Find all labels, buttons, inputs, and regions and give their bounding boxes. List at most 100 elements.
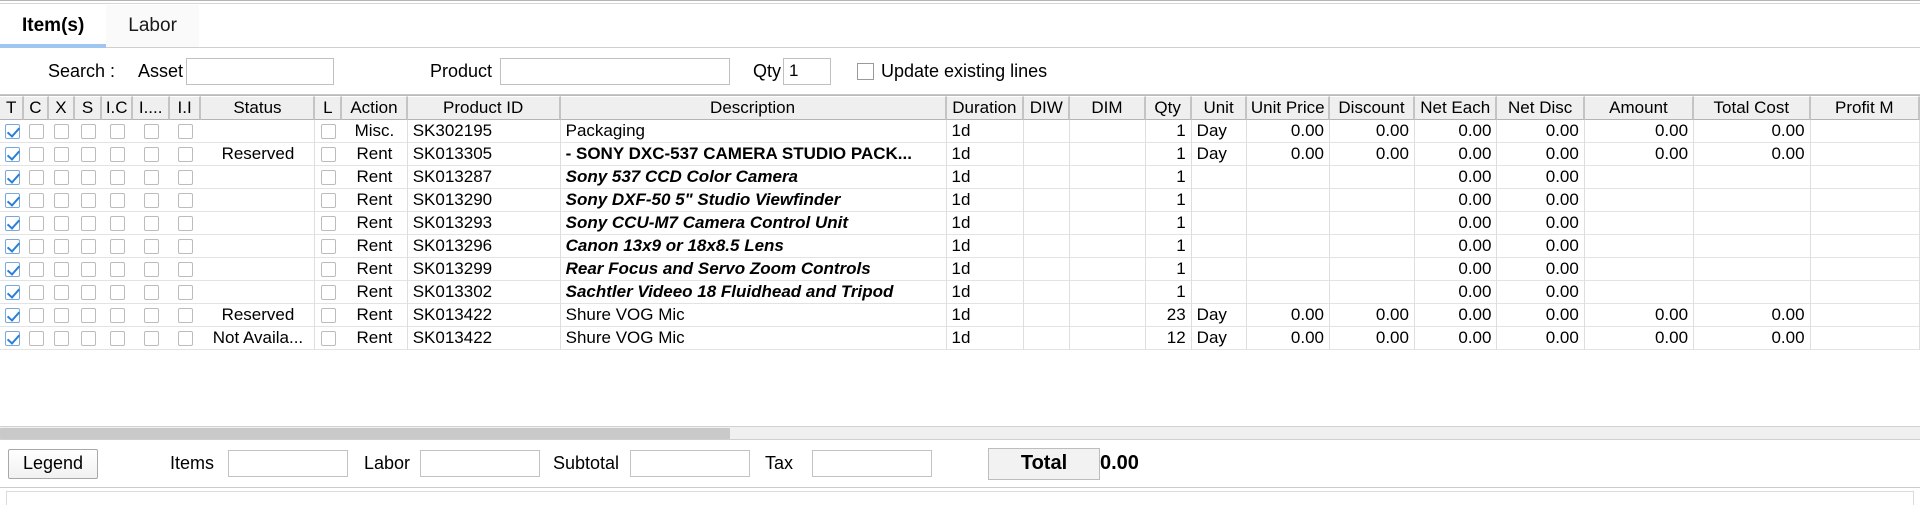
row-checkbox-ii[interactable] [178, 262, 194, 278]
row-checkbox-ic[interactable] [110, 193, 126, 209]
cell-description[interactable]: Sony DXF-50 5" Studio Viewfinder [560, 189, 947, 212]
cell-discount[interactable]: 0.00 [1330, 327, 1415, 350]
cell-unit-price[interactable]: 0.00 [1247, 327, 1330, 350]
cell-diw[interactable] [1024, 327, 1071, 350]
cell-unit[interactable] [1191, 235, 1248, 258]
row-checkbox-cell-ii[interactable] [169, 235, 202, 258]
cell-diw[interactable] [1024, 212, 1071, 235]
cell-diw[interactable] [1024, 281, 1071, 304]
row-checkbox-cell-x[interactable] [48, 120, 76, 143]
col-header-unit-price[interactable]: Unit Price [1247, 96, 1330, 120]
row-checkbox-cell-ii[interactable] [169, 212, 202, 235]
qty-input[interactable] [783, 57, 831, 85]
cell-action[interactable]: Rent [342, 189, 408, 212]
row-checkbox-l[interactable] [321, 331, 337, 347]
cell-qty[interactable]: 1 [1145, 212, 1192, 235]
cell-dim[interactable] [1070, 281, 1146, 304]
row-checkbox-cell-s[interactable] [75, 212, 102, 235]
cell-total-cost[interactable] [1694, 235, 1811, 258]
table-row[interactable]: Rent SK013302 Sachtler Videeo 18 Fluidhead… [0, 281, 1920, 304]
horizontal-scrollbar-thumb[interactable] [0, 428, 730, 439]
row-checkbox-s[interactable] [81, 170, 97, 186]
row-checkbox-s[interactable] [81, 193, 97, 209]
row-checkbox-c[interactable] [29, 216, 45, 232]
row-checkbox-ic[interactable] [110, 285, 126, 301]
row-checkbox-ic[interactable] [110, 308, 126, 324]
cell-discount[interactable] [1330, 281, 1415, 304]
row-checkbox-ii[interactable] [178, 331, 194, 347]
cell-amount[interactable]: 0.00 [1584, 304, 1695, 327]
row-checkbox-s[interactable] [81, 308, 97, 324]
cell-unit[interactable] [1191, 189, 1248, 212]
cell-duration[interactable]: 1d [946, 304, 1025, 327]
row-checkbox-x[interactable] [54, 331, 70, 347]
cell-profit-m[interactable] [1810, 212, 1920, 235]
row-checkbox-t[interactable] [5, 262, 20, 278]
row-checkbox-ii[interactable] [178, 239, 194, 255]
cell-description[interactable]: Canon 13x9 or 18x8.5 Lens [560, 235, 947, 258]
cell-diw[interactable] [1024, 304, 1071, 327]
cell-dim[interactable] [1070, 189, 1146, 212]
row-checkbox-cell-x[interactable] [48, 212, 76, 235]
cell-unit-price[interactable]: 0.00 [1247, 120, 1330, 143]
cell-profit-m[interactable] [1810, 189, 1920, 212]
row-checkbox-cell-x[interactable] [48, 327, 76, 350]
cell-diw[interactable] [1024, 235, 1071, 258]
row-checkbox-cell-s[interactable] [75, 304, 102, 327]
row-checkbox-cell-t[interactable] [0, 304, 25, 327]
table-row[interactable]: Rent SK013293 Sony CCU-M7 Camera Control U… [0, 212, 1920, 235]
cell-net-disc[interactable]: 0.00 [1497, 304, 1585, 327]
cell-unit[interactable] [1191, 281, 1248, 304]
cell-net-each[interactable]: 0.00 [1414, 189, 1498, 212]
row-checkbox-cell-c[interactable] [24, 189, 49, 212]
cell-action[interactable]: Rent [342, 166, 408, 189]
cell-duration[interactable]: 1d [946, 120, 1025, 143]
cell-amount[interactable] [1584, 189, 1695, 212]
row-checkbox-idots[interactable] [144, 147, 160, 163]
cell-action[interactable]: Rent [342, 212, 408, 235]
cell-dim[interactable] [1070, 304, 1146, 327]
row-checkbox-cell-idots[interactable] [133, 258, 170, 281]
cell-description[interactable]: Packaging [560, 120, 947, 143]
row-checkbox-ii[interactable] [178, 147, 194, 163]
row-checkbox-s[interactable] [81, 262, 97, 278]
row-checkbox-cell-ic[interactable] [101, 120, 134, 143]
col-header-t[interactable]: T [0, 96, 25, 120]
row-checkbox-cell-ic[interactable] [101, 212, 134, 235]
row-checkbox-ii[interactable] [178, 193, 194, 209]
cell-unit[interactable] [1191, 258, 1248, 281]
row-checkbox-idots[interactable] [144, 124, 160, 140]
cell-unit-price[interactable]: 0.00 [1247, 143, 1330, 166]
cell-amount[interactable] [1584, 212, 1695, 235]
items-total-field[interactable] [228, 450, 348, 477]
row-checkbox-cell-x[interactable] [48, 281, 76, 304]
col-header-duration[interactable]: Duration [946, 96, 1025, 120]
row-checkbox-cell-x[interactable] [48, 189, 76, 212]
row-checkbox-x[interactable] [54, 308, 70, 324]
row-checkbox-cell-s[interactable] [75, 143, 102, 166]
row-checkbox-cell-ii[interactable] [169, 281, 202, 304]
cell-dim[interactable] [1070, 327, 1146, 350]
col-header-description[interactable]: Description [560, 96, 947, 120]
cell-unit-price[interactable] [1247, 212, 1330, 235]
cell-net-disc[interactable]: 0.00 [1497, 143, 1585, 166]
row-checkbox-x[interactable] [54, 170, 70, 186]
row-checkbox-cell-t[interactable] [0, 212, 25, 235]
row-checkbox-idots[interactable] [144, 285, 160, 301]
row-checkbox-cell-ii[interactable] [169, 189, 202, 212]
cell-product-id[interactable]: SK302195 [407, 120, 561, 143]
cell-total-cost[interactable]: 0.00 [1694, 120, 1811, 143]
line-items-grid[interactable]: T C X S I.C I.... I.I Status L Action Pr… [0, 95, 1920, 426]
cell-net-disc[interactable]: 0.00 [1497, 327, 1585, 350]
cell-unit[interactable] [1191, 166, 1248, 189]
asset-input[interactable] [186, 57, 334, 85]
row-checkbox-x[interactable] [54, 124, 70, 140]
cell-net-disc[interactable]: 0.00 [1497, 235, 1585, 258]
cell-profit-m[interactable] [1810, 235, 1920, 258]
cell-unit[interactable]: Day [1191, 304, 1248, 327]
row-checkbox-s[interactable] [81, 216, 97, 232]
row-checkbox-ii[interactable] [178, 124, 194, 140]
cell-profit-m[interactable] [1810, 120, 1920, 143]
cell-unit[interactable]: Day [1191, 143, 1248, 166]
table-row[interactable]: Rent SK013290 Sony DXF-50 5" Studio Viewfi… [0, 189, 1920, 212]
